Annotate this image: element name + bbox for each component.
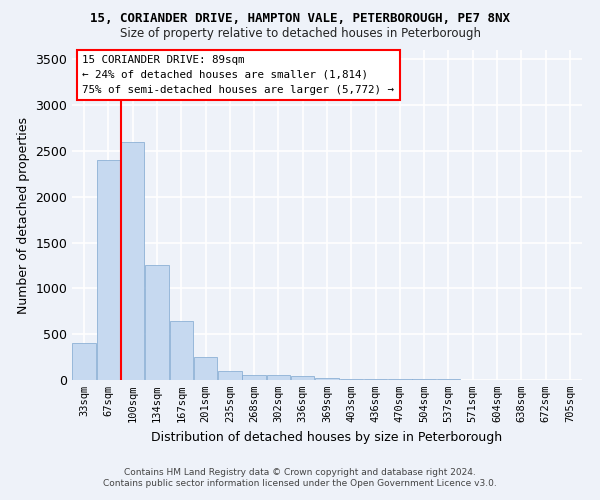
Bar	[291, 376, 314, 380]
Bar	[145, 266, 169, 380]
Bar	[340, 378, 363, 380]
Text: 15, CORIANDER DRIVE, HAMPTON VALE, PETERBOROUGH, PE7 8NX: 15, CORIANDER DRIVE, HAMPTON VALE, PETER…	[90, 12, 510, 26]
Bar	[121, 142, 145, 380]
Bar	[315, 378, 339, 380]
Bar	[97, 160, 120, 380]
Text: 15 CORIANDER DRIVE: 89sqm
← 24% of detached houses are smaller (1,814)
75% of se: 15 CORIANDER DRIVE: 89sqm ← 24% of detac…	[82, 55, 394, 94]
Bar	[364, 379, 388, 380]
Bar	[170, 322, 193, 380]
Bar	[412, 379, 436, 380]
Bar	[194, 357, 217, 380]
Bar	[218, 371, 242, 380]
Y-axis label: Number of detached properties: Number of detached properties	[17, 116, 30, 314]
Bar	[388, 379, 412, 380]
Bar	[242, 375, 266, 380]
X-axis label: Distribution of detached houses by size in Peterborough: Distribution of detached houses by size …	[151, 430, 503, 444]
Bar	[73, 344, 96, 380]
Bar	[266, 375, 290, 380]
Text: Size of property relative to detached houses in Peterborough: Size of property relative to detached ho…	[119, 28, 481, 40]
Text: Contains HM Land Registry data © Crown copyright and database right 2024.
Contai: Contains HM Land Registry data © Crown c…	[103, 468, 497, 487]
